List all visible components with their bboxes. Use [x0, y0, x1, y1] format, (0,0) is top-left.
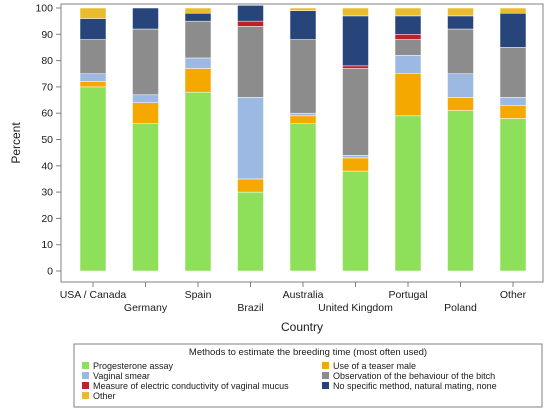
legend-swatch	[82, 382, 89, 389]
y-tick-label: 80	[41, 55, 53, 67]
bar-segment	[342, 155, 369, 159]
bar-segment	[237, 97, 264, 180]
bar-segment	[447, 7, 474, 17]
bar-segment	[184, 91, 212, 272]
x-tick-label: Other	[500, 289, 527, 301]
legend-swatch	[82, 392, 89, 399]
bar-segment	[289, 39, 317, 114]
bar-segment	[447, 15, 474, 30]
bar-segment	[394, 15, 422, 35]
bars	[79, 5, 527, 272]
bar-segment	[499, 97, 527, 106]
bar-segment	[237, 191, 264, 272]
bar-segment	[79, 86, 107, 272]
y-tick-label: 10	[41, 239, 53, 251]
legend-title: Methods to estimate the breeding time (m…	[189, 347, 427, 358]
x-tick-label: Portugal	[388, 289, 427, 301]
bar-segment	[132, 7, 159, 30]
bar-segment	[132, 28, 159, 96]
bar-segment	[132, 123, 159, 272]
bar-segment	[342, 7, 369, 17]
bar-segment	[342, 68, 369, 156]
bar-segment	[447, 28, 474, 74]
y-tick-label: 30	[41, 187, 53, 199]
bar-segment	[342, 170, 369, 272]
bar-segment	[132, 94, 159, 103]
x-tick-label: Brazil	[237, 302, 263, 314]
bar-segment	[447, 110, 474, 272]
bar-segment	[237, 178, 264, 193]
bar-segment	[184, 7, 212, 14]
bar-segment	[394, 7, 422, 17]
legend-label: Measure of electric conductivity of vagi…	[93, 381, 289, 391]
legend-swatch	[322, 382, 329, 389]
bar-segment	[79, 73, 107, 82]
bar-segment	[447, 73, 474, 98]
y-axis-title: Percent	[9, 122, 23, 164]
bar-segment	[184, 20, 212, 59]
bar-segment	[79, 81, 107, 88]
legend-label: Vaginal smear	[93, 371, 150, 381]
x-axis-title: Country	[281, 320, 323, 334]
legend-swatch	[82, 372, 89, 379]
bar-segment	[394, 55, 422, 74]
bar-segment	[499, 118, 527, 272]
y-tick-label: 20	[41, 213, 53, 225]
legend-items: Progesterone assay Use of a teaser male Va…	[82, 361, 497, 401]
legend: Methods to estimate the breeding time (m…	[73, 343, 543, 408]
y-tick-label: 50	[41, 134, 53, 146]
bar-segment	[289, 112, 317, 117]
y-tick-label: 70	[41, 81, 53, 93]
legend-label: Progesterone assay	[93, 361, 174, 371]
bar-segment	[394, 73, 422, 117]
bar-segment	[132, 102, 159, 124]
legend-swatch	[322, 372, 329, 379]
bar-segment	[289, 7, 317, 11]
bar-segment	[79, 18, 107, 40]
legend-label: Observation of the behaviour of the bitc…	[333, 371, 495, 381]
x-tick-label: Germany	[124, 302, 168, 314]
bar-segment	[394, 39, 422, 56]
bar-segment	[184, 57, 212, 69]
bar-segment	[289, 115, 317, 124]
legend-frame	[73, 343, 543, 408]
bar-segment	[394, 115, 422, 272]
y-tick-label: 60	[41, 108, 53, 120]
bar-segment	[79, 7, 107, 19]
y-tick-label: 0	[47, 266, 53, 278]
bar-segment	[499, 47, 527, 98]
legend-label: Use of a teaser male	[333, 361, 416, 371]
bar-segment	[394, 34, 422, 40]
legend-swatch	[322, 362, 329, 369]
bar-segment	[499, 7, 527, 14]
x-tick-label: Poland	[444, 302, 477, 314]
bar-segment	[289, 123, 317, 272]
y-axis: 0 10 20 30 40 50 60 70 80 90 100	[35, 3, 61, 278]
bar-segment	[237, 20, 264, 27]
bar-segment	[237, 5, 264, 22]
bar-segment	[184, 13, 212, 22]
y-tick-label: 40	[41, 160, 53, 172]
bar-segment	[447, 97, 474, 111]
x-tick-label: United Kingdom	[318, 302, 393, 314]
bar-segment	[342, 65, 369, 69]
bar-segment	[499, 105, 527, 119]
x-tick-label: Australia	[283, 289, 324, 301]
legend-swatch	[82, 362, 89, 369]
y-tick-label: 100	[35, 3, 53, 15]
bar-segment	[499, 13, 527, 48]
bar-segment	[237, 26, 264, 98]
x-tick-label: USA / Canada	[60, 289, 127, 301]
legend-label: Other	[93, 391, 116, 401]
bar-segment	[184, 68, 212, 93]
bar-segment	[342, 15, 369, 67]
bar-segment	[289, 10, 317, 40]
x-tick-label: Spain	[185, 289, 212, 301]
y-tick-label: 90	[41, 29, 53, 41]
legend-label: No specific method, natural mating, none	[333, 381, 497, 391]
bar-segment	[342, 157, 369, 172]
bar-segment	[79, 39, 107, 74]
